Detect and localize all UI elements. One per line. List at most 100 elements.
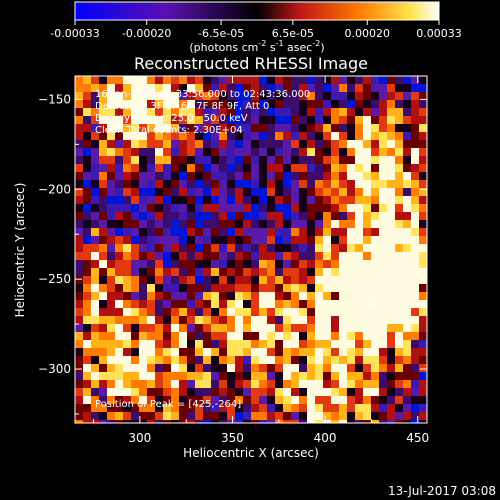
heatmap-pixel <box>235 300 243 308</box>
heatmap-pixel <box>83 396 91 404</box>
heatmap-pixel <box>195 244 203 252</box>
heatmap-pixel <box>211 132 219 140</box>
heatmap-pixel <box>323 116 331 124</box>
heatmap-pixel <box>299 260 307 268</box>
heatmap-pixel <box>155 212 163 220</box>
heatmap-pixel <box>187 204 195 212</box>
heatmap-pixel <box>379 260 387 268</box>
heatmap-pixel <box>339 332 347 340</box>
heatmap-pixel <box>179 220 187 228</box>
heatmap-pixel <box>299 292 307 300</box>
heatmap-pixel <box>115 348 123 356</box>
heatmap-pixel <box>259 412 267 420</box>
heatmap-pixel <box>123 100 131 108</box>
heatmap-pixel <box>179 268 187 276</box>
heatmap-pixel <box>227 396 235 404</box>
heatmap-pixel <box>187 276 195 284</box>
heatmap-pixel <box>275 268 283 276</box>
heatmap-pixel <box>107 372 115 380</box>
heatmap-pixel <box>91 196 99 204</box>
heatmap-pixel <box>75 132 83 140</box>
heatmap-pixel <box>347 364 355 372</box>
heatmap-pixel <box>283 404 291 412</box>
heatmap-pixel <box>155 132 163 140</box>
heatmap-pixel <box>123 132 131 140</box>
heatmap-pixel <box>395 84 403 92</box>
heatmap-pixel <box>291 332 299 340</box>
heatmap-pixel <box>227 276 235 284</box>
heatmap-pixel <box>115 172 123 180</box>
heatmap-pixel <box>379 348 387 356</box>
heatmap-pixel <box>419 236 427 244</box>
heatmap-pixel <box>267 188 275 196</box>
heatmap-pixel <box>203 76 211 84</box>
heatmap-pixel <box>299 412 307 420</box>
heatmap-pixel <box>83 100 91 108</box>
heatmap-pixel <box>347 300 355 308</box>
heatmap-pixel <box>163 204 171 212</box>
heatmap-pixel <box>299 84 307 92</box>
heatmap-pixel <box>75 228 83 236</box>
heatmap-pixel <box>99 164 107 172</box>
heatmap-pixel <box>307 340 315 348</box>
heatmap-pixel <box>323 204 331 212</box>
heatmap-pixel <box>307 420 315 423</box>
heatmap-pixel <box>259 100 267 108</box>
heatmap-pixel <box>259 228 267 236</box>
heatmap-pixel <box>107 84 115 92</box>
heatmap-pixel <box>315 300 323 308</box>
heatmap-pixel <box>411 380 419 388</box>
heatmap-pixel <box>419 252 427 260</box>
heatmap-pixel <box>203 92 211 100</box>
heatmap-pixel <box>371 156 379 164</box>
heatmap-pixel <box>267 348 275 356</box>
heatmap-pixel <box>251 252 259 260</box>
heatmap-pixel <box>331 124 339 132</box>
heatmap-pixel <box>387 412 395 420</box>
heatmap-pixel <box>147 316 155 324</box>
heatmap-pixel <box>155 100 163 108</box>
heatmap-pixel <box>99 148 107 156</box>
heatmap-pixel <box>291 356 299 364</box>
heatmap-pixel <box>163 372 171 380</box>
heatmap-pixel <box>235 364 243 372</box>
footer-date: 13-Jul-2017 03:08 <box>388 484 496 498</box>
heatmap-pixel <box>371 204 379 212</box>
heatmap-pixel <box>203 124 211 132</box>
heatmap-pixel <box>283 308 291 316</box>
heatmap-pixel <box>411 276 419 284</box>
heatmap-pixel <box>283 140 291 148</box>
heatmap-pixel <box>347 372 355 380</box>
heatmap-pixel <box>211 380 219 388</box>
heatmap-pixel <box>83 76 91 84</box>
heatmap-pixel <box>243 196 251 204</box>
heatmap-pixel <box>331 372 339 380</box>
heatmap-pixel <box>419 276 427 284</box>
heatmap-pixel <box>83 204 91 212</box>
heatmap-pixel <box>299 268 307 276</box>
heatmap-pixel <box>283 276 291 284</box>
heatmap-pixel <box>163 316 171 324</box>
heatmap-pixel <box>123 116 131 124</box>
heatmap-pixel <box>179 156 187 164</box>
heatmap-pixel <box>395 180 403 188</box>
heatmap-pixel <box>83 372 91 380</box>
heatmap-pixel <box>131 340 139 348</box>
heatmap-pixel <box>123 244 131 252</box>
heatmap-pixel <box>139 252 147 260</box>
heatmap-pixel <box>315 292 323 300</box>
heatmap-pixel <box>363 116 371 124</box>
heatmap-pixel <box>115 316 123 324</box>
heatmap-pixel <box>355 236 363 244</box>
heatmap-pixel <box>355 188 363 196</box>
heatmap-pixel <box>315 212 323 220</box>
heatmap-pixel <box>411 188 419 196</box>
heatmap-pixel <box>363 356 371 364</box>
heatmap-pixel <box>403 164 411 172</box>
heatmap-pixel <box>331 284 339 292</box>
x-tick-label: 450 <box>406 431 429 445</box>
heatmap-pixel <box>139 396 147 404</box>
heatmap-pixel <box>123 284 131 292</box>
heatmap-pixel <box>395 340 403 348</box>
heatmap-pixel <box>323 420 331 423</box>
